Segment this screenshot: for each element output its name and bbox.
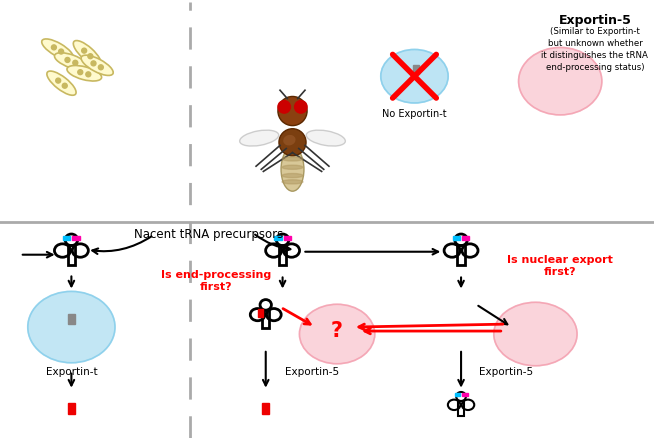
Bar [462,236,469,240]
Circle shape [82,48,86,53]
Ellipse shape [519,48,602,115]
Circle shape [65,58,70,62]
Bar [462,393,467,396]
Ellipse shape [283,135,296,146]
Ellipse shape [42,39,73,60]
Bar [63,236,71,240]
Circle shape [55,78,61,83]
Circle shape [278,96,307,125]
Bar [275,236,282,240]
Bar [73,236,79,240]
Text: Is nuclear export
first?: Is nuclear export first? [508,255,613,277]
Circle shape [294,101,307,113]
Text: ?: ? [331,321,343,341]
Bar [263,403,269,414]
Ellipse shape [28,291,115,363]
Circle shape [86,72,91,77]
Bar [68,314,75,324]
Ellipse shape [306,130,345,146]
Bar [414,65,419,74]
Text: Exportin-5: Exportin-5 [285,367,339,377]
Text: Exportin-5: Exportin-5 [558,14,632,27]
Bar [279,245,286,265]
Circle shape [91,61,96,66]
Bar [263,310,269,328]
Text: No Exportin-t: No Exportin-t [382,109,447,119]
Ellipse shape [240,130,279,146]
Text: Exportin-5: Exportin-5 [478,367,533,377]
Bar [68,245,75,265]
Ellipse shape [494,302,577,366]
Circle shape [51,45,56,50]
Ellipse shape [381,49,448,103]
Ellipse shape [47,71,76,95]
Text: Exportin-t: Exportin-t [46,367,97,377]
Bar [457,245,465,265]
Circle shape [78,70,82,75]
Circle shape [98,65,104,70]
Circle shape [88,54,93,59]
Ellipse shape [279,129,306,156]
Ellipse shape [282,165,303,169]
Ellipse shape [67,66,102,81]
Circle shape [73,60,78,65]
Bar [455,393,460,396]
Bar [453,236,460,240]
Text: Is end-processing
first?: Is end-processing first? [161,270,271,292]
Circle shape [62,83,67,88]
Ellipse shape [55,53,88,70]
Bar [458,401,464,416]
Bar [68,403,75,414]
Text: Nacent tRNA precurpsors: Nacent tRNA precurpsors [133,228,283,241]
Bar [258,309,263,317]
Ellipse shape [282,173,303,178]
Ellipse shape [81,55,114,75]
Circle shape [59,49,63,54]
Ellipse shape [281,147,304,191]
Ellipse shape [282,180,303,184]
Circle shape [278,101,290,113]
Ellipse shape [282,157,303,161]
Bar [284,236,290,240]
Ellipse shape [73,40,101,66]
Text: (Similar to Exportin-t
but unknown whether
it distinguishes the tRNA
end-process: (Similar to Exportin-t but unknown wheth… [541,27,648,72]
Ellipse shape [300,304,375,364]
